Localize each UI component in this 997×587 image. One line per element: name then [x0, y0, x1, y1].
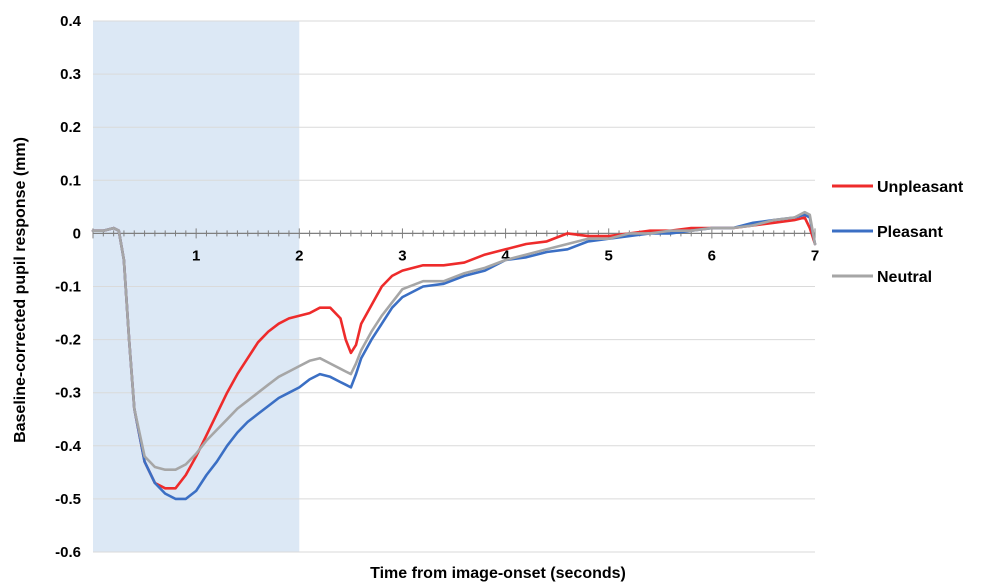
- x-tick-label: 2: [295, 247, 303, 264]
- y-tick-label: -0.3: [55, 385, 81, 402]
- legend-label-pleasant: Pleasant: [877, 224, 943, 241]
- y-tick-label: 0.3: [60, 66, 81, 83]
- y-tick-label: -0.6: [55, 544, 81, 561]
- x-tick-label: 5: [605, 247, 613, 264]
- y-tick-label: -0.1: [55, 279, 81, 296]
- y-tick-label: -0.5: [55, 491, 81, 508]
- series-line-neutral: [91, 210, 817, 471]
- axes: [92, 228, 816, 239]
- y-tick-label: 0: [73, 225, 81, 242]
- y-tick-label: -0.2: [55, 332, 81, 349]
- x-tick-label: 4: [501, 247, 510, 264]
- series-line-pleasant: [91, 213, 817, 501]
- x-tick-label: 1: [192, 247, 200, 264]
- gridlines: [93, 20, 815, 553]
- series-lines: [91, 210, 817, 501]
- y-tick-label: 0.1: [60, 172, 81, 189]
- x-tick-label: 7: [811, 247, 819, 264]
- y-tick-label: -0.4: [55, 438, 82, 455]
- legend-label-unpleasant: Unpleasant: [877, 179, 964, 196]
- x-tick-label: 3: [398, 247, 406, 264]
- y-tick-label: 0.2: [60, 119, 81, 136]
- x-axis-title: Time from image-onset (seconds): [370, 565, 626, 582]
- legend: Unpleasant Pleasant Neutral: [832, 179, 964, 286]
- x-tick-label: 6: [708, 247, 716, 264]
- y-tick-label: 0.4: [60, 13, 82, 30]
- y-axis-title: Baseline-corrected pupil response (mm): [12, 137, 29, 443]
- x-tick-labels: 1 2 3 4 5 6 7: [192, 247, 819, 264]
- legend-label-neutral: Neutral: [877, 269, 932, 286]
- y-tick-labels: 0.4 0.3 0.2 0.1 0 -0.1 -0.2 -0.3 -0.4 -0.5 -0.6: [55, 13, 82, 561]
